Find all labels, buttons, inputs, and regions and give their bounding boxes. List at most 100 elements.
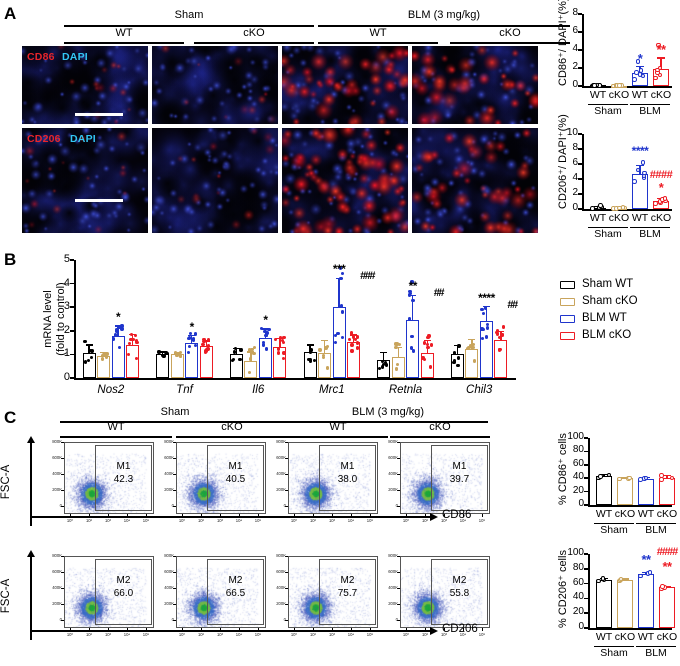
y-tick-label[interactable]: 100 <box>567 547 584 558</box>
flow-x-tick-label[interactable]: 10² <box>421 518 429 523</box>
data-point[interactable] <box>339 304 343 308</box>
flow-x-tick-label[interactable]: 10² <box>309 632 317 637</box>
data-point[interactable] <box>355 335 360 339</box>
significance-marker[interactable]: **** <box>631 143 649 158</box>
data-point[interactable] <box>471 345 475 350</box>
gate-rect[interactable] <box>94 445 153 511</box>
group-label-blm[interactable]: BLM <box>645 647 667 659</box>
data-point[interactable] <box>659 477 664 482</box>
gate-rect[interactable] <box>430 445 489 511</box>
category-label[interactable]: WT <box>631 89 649 101</box>
data-point[interactable] <box>318 348 322 352</box>
error-cap[interactable] <box>306 344 314 346</box>
flow-y-tick-label[interactable]: 0 <box>59 503 62 508</box>
group-label-sham[interactable]: Sham <box>594 105 622 117</box>
data-point[interactable] <box>657 72 663 78</box>
gate-value[interactable]: 39.7 <box>449 474 470 485</box>
bar[interactable] <box>347 342 361 378</box>
gate-rect[interactable] <box>318 445 377 511</box>
flow-x-tick-label[interactable]: 10⁵ <box>478 518 486 523</box>
x-axis-name[interactable]: CD206 <box>442 623 478 635</box>
significance-marker[interactable]: ** <box>641 552 651 568</box>
bar[interactable] <box>632 173 648 209</box>
flow-x-tick-label[interactable]: 10³ <box>328 518 336 523</box>
y-tick-label[interactable]: 4 <box>63 276 70 289</box>
flow-y-tick-label[interactable]: 600K <box>52 569 62 574</box>
flow-y-tick[interactable] <box>285 620 288 621</box>
data-point[interactable] <box>632 77 637 82</box>
data-point[interactable] <box>193 344 198 348</box>
flow-y-tick-label[interactable]: 600K <box>276 455 286 460</box>
bar[interactable] <box>465 349 479 378</box>
significance-marker[interactable]: * <box>189 319 195 334</box>
flow-y-tick[interactable] <box>173 604 176 605</box>
data-point[interactable] <box>426 345 430 350</box>
significance-marker-hash[interactable]: ### <box>360 270 375 283</box>
gate-value[interactable]: 66.5 <box>225 588 246 599</box>
flow-y-tick[interactable] <box>285 604 288 605</box>
flow-x-tick-label[interactable]: 10⁰ <box>290 518 298 523</box>
data-point[interactable] <box>175 354 179 358</box>
flow-y-tick-label[interactable]: 600K <box>388 569 398 574</box>
flow-x-tick[interactable] <box>127 514 128 517</box>
data-point[interactable] <box>429 343 434 347</box>
y-axis-label[interactable]: % CD86⁺ cells <box>557 433 569 505</box>
data-point[interactable] <box>635 59 641 64</box>
data-point[interactable] <box>662 196 668 201</box>
significance-marker-hash[interactable]: ## <box>433 287 445 300</box>
y-tick-label[interactable]: 80 <box>572 561 584 573</box>
flow-y-tick-label[interactable]: 200K <box>276 487 286 492</box>
flow-y-tick[interactable] <box>61 604 64 605</box>
significance-marker[interactable]: * <box>658 179 664 195</box>
group-rule-sham[interactable] <box>594 646 634 648</box>
data-point[interactable] <box>590 206 595 211</box>
error-bar[interactable] <box>660 58 662 69</box>
data-point[interactable] <box>350 343 354 347</box>
bar[interactable] <box>450 354 464 378</box>
data-point[interactable] <box>426 335 430 340</box>
flow-x-tick[interactable] <box>182 514 183 517</box>
data-point[interactable] <box>324 346 328 350</box>
data-point[interactable] <box>627 475 632 481</box>
data-point[interactable] <box>276 351 281 355</box>
flow-x-tick[interactable] <box>463 628 464 631</box>
bar[interactable] <box>229 353 243 378</box>
data-point[interactable] <box>264 333 269 337</box>
data-point[interactable] <box>206 344 210 348</box>
y-tick[interactable] <box>584 437 588 439</box>
flow-y-tick-label[interactable]: 0 <box>171 617 174 622</box>
error-cap[interactable] <box>350 334 358 336</box>
data-point[interactable] <box>321 355 326 360</box>
y-tick[interactable] <box>584 450 588 453</box>
y-axis[interactable] <box>74 260 76 379</box>
data-point[interactable] <box>204 349 208 353</box>
gate-value[interactable]: 38.0 <box>337 474 358 485</box>
flow-x-tick-label[interactable]: 10⁰ <box>402 518 410 523</box>
y-tick[interactable] <box>578 13 582 15</box>
data-point[interactable] <box>116 325 121 330</box>
data-point[interactable] <box>653 75 658 81</box>
flow-x-tick-label[interactable]: 10⁴ <box>235 518 243 523</box>
data-point[interactable] <box>498 335 502 340</box>
flow-x-tick[interactable] <box>239 628 240 631</box>
flow-x-tick[interactable] <box>313 628 314 631</box>
legend-key[interactable] <box>560 281 575 289</box>
flow-y-tick[interactable] <box>61 458 64 459</box>
y-tick[interactable] <box>584 464 588 466</box>
data-point[interactable] <box>265 331 269 335</box>
flow-y-tick[interactable] <box>173 474 176 475</box>
flow-y-tick[interactable] <box>173 458 176 459</box>
data-point[interactable] <box>247 370 252 374</box>
y-axis[interactable] <box>588 554 590 629</box>
y-tick-label[interactable]: 60 <box>572 457 584 469</box>
data-point[interactable] <box>423 341 427 345</box>
error-cap[interactable] <box>321 339 329 341</box>
bar[interactable] <box>617 579 633 628</box>
gate-label[interactable]: M2 <box>340 575 355 586</box>
data-point[interactable] <box>117 345 122 350</box>
data-point[interactable] <box>114 330 118 334</box>
bar[interactable] <box>617 478 633 505</box>
y-axis-name[interactable]: FSC-A <box>0 578 12 614</box>
data-point[interactable] <box>239 348 243 352</box>
error-cap[interactable] <box>621 578 629 580</box>
